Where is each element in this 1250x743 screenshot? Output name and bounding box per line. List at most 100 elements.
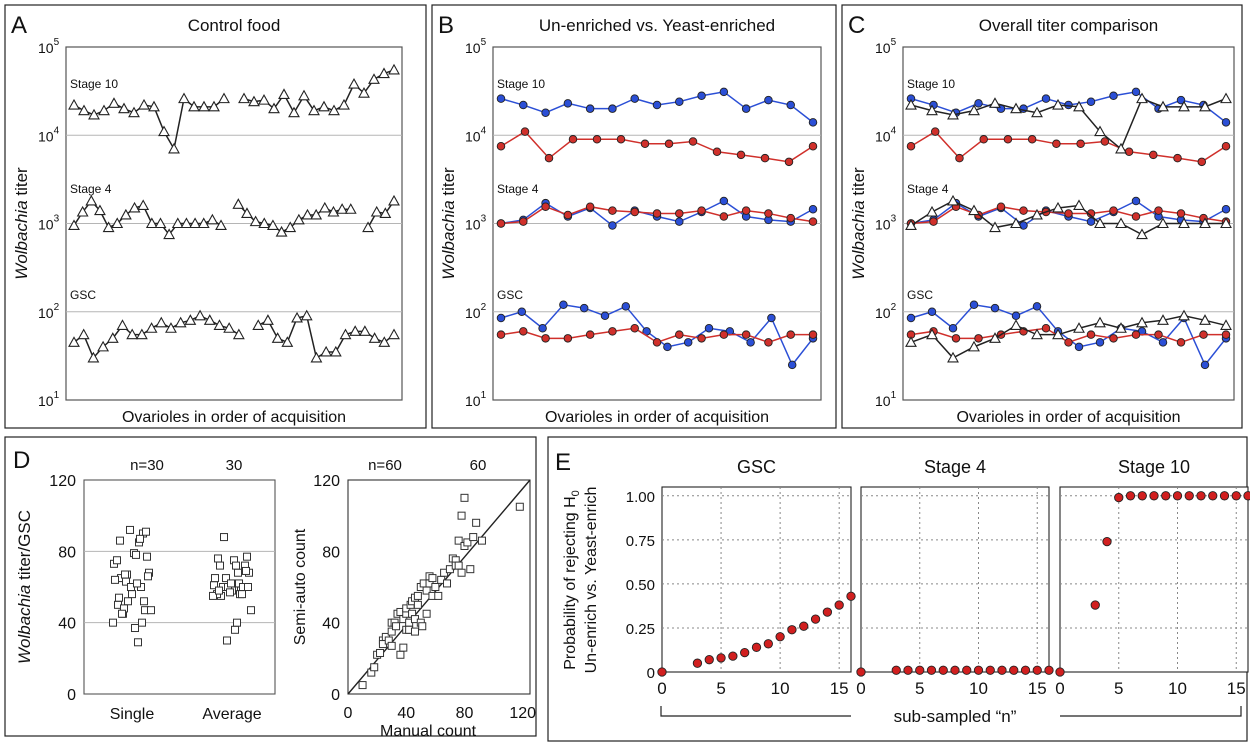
d-single-point <box>140 597 148 606</box>
panel-c-enriched-0-point <box>1131 87 1141 97</box>
e-x-tick: 5 <box>716 679 725 698</box>
d-scatter-n-label-2: 60 <box>470 457 487 474</box>
e-x-tick: 5 <box>1114 679 1123 698</box>
d-y-axis-label-italic: Wolbachia <box>15 585 34 664</box>
d-scatter-point <box>358 681 367 690</box>
panel-b-series-5-point <box>675 330 684 339</box>
d-right-y-tick: 40 <box>322 616 340 633</box>
panel-c-enriched-1-point <box>1124 147 1134 157</box>
panel-c-control-0-point <box>947 108 959 120</box>
control-series-1-point <box>206 213 219 225</box>
panel-b-series-4-point <box>767 313 776 323</box>
panel-c-enriched-3-point <box>1064 209 1073 218</box>
e-bracket-left <box>660 706 851 717</box>
panel-b-series-2-point <box>719 196 729 206</box>
panel-b-series-5-point <box>764 338 773 347</box>
panel-b-series-2-point <box>608 221 617 230</box>
control-series-0-point <box>248 95 260 107</box>
panel-b-series-1-point <box>712 147 722 157</box>
control-series-2-point <box>174 316 187 328</box>
gsc-label: GSC <box>70 288 96 302</box>
e-point <box>926 665 937 675</box>
e-y-tick: 0.75 <box>626 533 655 550</box>
panel-c-control-0-point <box>905 98 917 110</box>
control-series-0-point <box>138 98 150 110</box>
panel-c-control-2-point <box>1178 309 1190 321</box>
control-series-1-point <box>85 194 98 206</box>
control-series-2-point <box>368 332 381 343</box>
panel-b-series-4-point <box>517 307 527 317</box>
panel-c-control-1-point <box>947 194 959 206</box>
gsc-label: GSC <box>497 288 523 302</box>
control-series-2-point <box>349 325 362 336</box>
control-series-1-point <box>111 217 124 229</box>
d-right-y-tick: 120 <box>313 473 340 490</box>
panel-b-series-5-point <box>630 324 639 333</box>
e-point <box>1231 491 1241 501</box>
panel-c-enriched-0-point <box>1086 97 1096 106</box>
control-series-0-point <box>298 89 310 101</box>
e-point <box>1044 665 1054 675</box>
control-series-1-point <box>171 217 184 229</box>
panel-b-series-4-point <box>559 300 568 310</box>
e-point <box>973 665 984 675</box>
panel-c-enriched-1-point <box>1003 135 1013 144</box>
panel-b-series-5-point <box>608 327 617 336</box>
d-scatter-point <box>370 663 379 672</box>
d-average-point <box>216 561 224 570</box>
panel-c-enriched-3-point <box>1019 206 1028 215</box>
control-series-0-point <box>348 77 360 89</box>
d-right-y-tick: 0 <box>331 687 340 704</box>
e-point <box>891 665 901 675</box>
y-tick-exponent: 5 <box>54 37 60 48</box>
y-tick-label: 105 <box>38 37 60 56</box>
d-scatter-point <box>457 568 466 577</box>
panel-b-series-4-point <box>600 311 610 321</box>
panel-c-enriched-1-point <box>1076 139 1085 149</box>
d-single-point <box>144 572 152 581</box>
panel-b-series-1-point <box>568 135 578 144</box>
y-axis-label-rest: titer <box>849 167 868 200</box>
stage-4-label: Stage 4 <box>497 182 539 196</box>
d-scatter-point <box>413 600 422 609</box>
e-point <box>810 614 821 624</box>
panel-b-series-0-point <box>585 104 595 113</box>
y-tick-exponent: 3 <box>54 214 60 225</box>
panel-b-series-1-point <box>520 127 530 136</box>
gsc-label: GSC <box>907 288 933 302</box>
e-x-tick: 10 <box>1168 679 1187 698</box>
e-point <box>704 655 714 665</box>
control-series-1-point <box>310 208 323 220</box>
e-point <box>716 653 726 663</box>
e-point <box>751 642 762 652</box>
e-point <box>1114 492 1124 503</box>
d-single-point <box>126 525 134 534</box>
d-scatter-point <box>434 591 443 600</box>
panel-b-series-2-point <box>675 217 684 226</box>
control-series-2-point <box>339 328 352 340</box>
panel-a-letter: A <box>11 12 27 39</box>
control-series-2-point <box>77 328 90 340</box>
panel-b-series-0-point <box>741 104 751 113</box>
panel-c-control-2-point <box>1115 322 1127 333</box>
control-series-0-point <box>128 106 140 118</box>
stage-10-label: Stage 10 <box>497 77 545 91</box>
y-tick-label: 101 <box>38 390 60 409</box>
d-single-point <box>138 618 146 627</box>
panel-c-enriched-5-point <box>1109 334 1118 343</box>
y-tick-exponent: 4 <box>481 125 487 136</box>
control-series-2-point <box>213 319 226 330</box>
panel-c-enriched-4-point <box>1158 338 1168 347</box>
panel-c-letter: C <box>848 12 865 39</box>
e-x-tick: 15 <box>830 679 849 698</box>
e-subtitle-1: Stage 4 <box>924 457 986 477</box>
control-series-2-point <box>262 314 274 325</box>
control-series-0-point <box>308 104 320 116</box>
control-series-1-point <box>76 205 89 217</box>
d-scatter-point <box>413 591 422 600</box>
panel-c-control-1-point <box>1094 217 1106 229</box>
panel-c-enriched-5-point <box>1199 330 1208 339</box>
d-average-point <box>226 588 234 597</box>
y-tick-exponent: 1 <box>481 390 487 401</box>
panel-c-control-0-point <box>1115 142 1127 154</box>
